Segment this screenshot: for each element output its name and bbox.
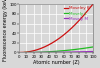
Moseley K [39,48,41,49]
Mosely M [28,52,29,53]
Mosely M [50,52,51,53]
Moseley K [57,39,59,40]
Line: Mosely M: Mosely M [29,51,94,52]
Mosely L [89,47,90,48]
Line: Mosely L: Mosely L [24,47,94,52]
Mosely M [56,52,58,53]
Mosely L [24,52,25,53]
Mosely L [73,49,74,50]
Legend: Moseley K, Mosely L, Mosely M: Moseley K, Mosely L, Mosely M [64,6,90,21]
Mosely M [93,51,94,52]
Moseley K [75,24,76,25]
Moseley K [22,52,24,53]
Moseley K [80,19,81,20]
X-axis label: Atomic number (Z): Atomic number (Z) [33,60,80,65]
Moseley K [92,4,93,5]
Mosely M [62,52,64,53]
Mosely M [47,52,48,53]
Moseley K [19,52,20,53]
Mosely L [71,49,72,50]
Mosely L [56,51,57,52]
Y-axis label: Fluorescence energy (keV): Fluorescence energy (keV) [3,0,8,61]
Mosely L [34,52,35,53]
Moseley K [81,17,82,18]
Mosely M [62,52,63,53]
Moseley K [93,4,94,5]
Mosely M [31,52,32,53]
Line: Moseley K: Moseley K [20,4,94,52]
